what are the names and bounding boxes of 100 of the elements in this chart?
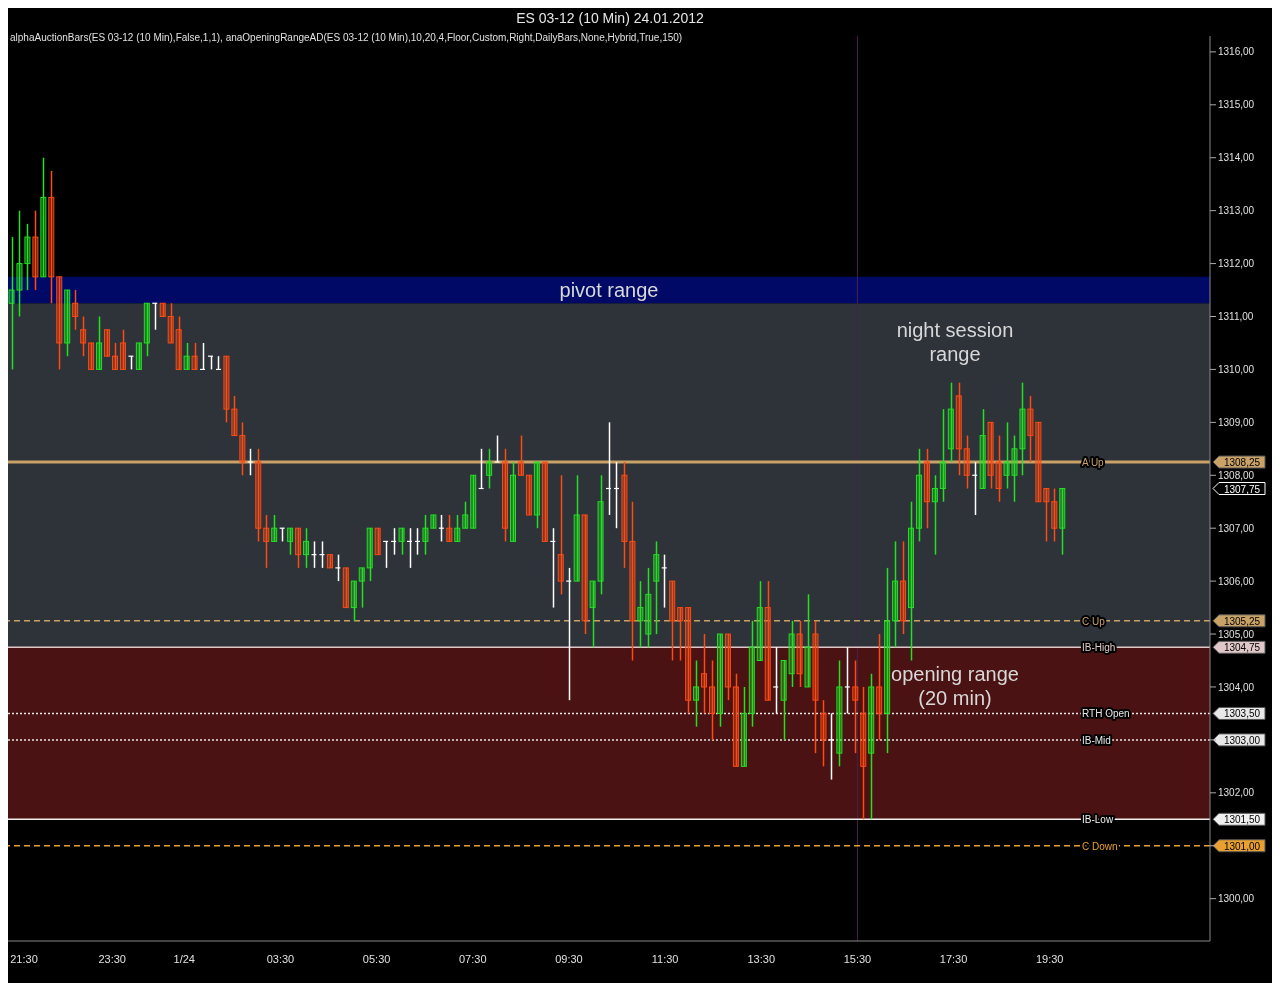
candlestick — [462, 500, 469, 529]
candlestick — [693, 659, 700, 728]
candlestick — [8, 236, 15, 371]
y-tick-label: 1308,00 — [1218, 469, 1255, 481]
candlestick — [374, 527, 381, 556]
candlestick — [892, 540, 899, 649]
candlestick — [661, 553, 668, 609]
x-tick-label: 03:30 — [266, 953, 295, 965]
candlestick — [1035, 421, 1042, 503]
candlestick — [56, 276, 63, 371]
candlestick — [366, 527, 373, 582]
x-tick-label: 15:30 — [843, 953, 872, 965]
candlestick — [589, 580, 596, 649]
candlestick — [1043, 487, 1050, 543]
candlestick — [908, 500, 915, 662]
ref-line-label: IB-Mid — [1082, 734, 1111, 746]
candlestick — [517, 434, 524, 477]
candlestick — [788, 620, 795, 688]
candlestick — [955, 381, 962, 477]
candlestick — [740, 686, 747, 768]
ref-line-label: A Up — [1082, 457, 1105, 469]
candlestick — [772, 646, 779, 715]
band-label: night session range — [896, 319, 1014, 366]
candlestick — [143, 302, 150, 357]
candlestick — [852, 659, 859, 754]
candlestick — [334, 553, 341, 582]
candlestick — [32, 209, 39, 291]
candlestick — [398, 527, 405, 556]
y-tick-label: 1302,00 — [1218, 787, 1255, 799]
y-tick-label: 1311,00 — [1218, 311, 1254, 323]
candlestick — [629, 500, 636, 662]
candlestick — [175, 315, 182, 371]
candlestick — [653, 540, 660, 635]
candlestick — [621, 461, 628, 569]
x-tick-label: 13:30 — [747, 953, 776, 965]
candlestick — [111, 342, 118, 371]
candlestick — [1003, 421, 1010, 490]
candlestick — [533, 461, 540, 529]
candlestick — [597, 474, 604, 596]
candlestick — [923, 448, 930, 529]
candlestick — [900, 540, 907, 635]
candlestick — [677, 606, 684, 662]
candlestick — [876, 633, 883, 741]
candlestick — [796, 620, 803, 688]
candlestick — [446, 514, 453, 543]
x-tick-label: 05:30 — [362, 953, 391, 965]
text: 1307,75 — [1223, 483, 1261, 495]
candlestick — [1051, 487, 1058, 543]
candlestick — [287, 527, 294, 556]
candlestick — [422, 514, 429, 556]
x-tick-label: 23:30 — [98, 953, 126, 965]
annotation: alphaAuctionBars(ES 03-12 (10 Min),False,1,1), anaOpeningRangeAD(ES 03-12 (10 Min),10,20,4,Floor,Custom,Right,DailyBars,None,Hybrid,True,150) — [10, 32, 683, 43]
candlestick — [255, 448, 262, 543]
candlestick — [247, 448, 254, 477]
candlestick — [119, 328, 126, 371]
text: 1303,00 — [1223, 734, 1261, 746]
y-tick-label: 1313,00 — [1218, 205, 1255, 217]
candlestick — [685, 606, 692, 715]
candlestick — [1027, 395, 1034, 463]
candlestick — [573, 474, 580, 582]
y-tick-label: 1316,00 — [1218, 46, 1255, 58]
candlestick — [716, 633, 723, 728]
x-tick-label: 17:30 — [939, 953, 968, 965]
y-tick-label: 1315,00 — [1218, 99, 1255, 111]
text: 1301,50 — [1223, 814, 1261, 826]
text: 1308,25 — [1223, 457, 1261, 469]
candlestick — [454, 514, 461, 543]
candlestick — [88, 342, 95, 371]
candlestick — [183, 342, 190, 371]
candlestick — [1019, 381, 1026, 477]
candlestick — [756, 580, 763, 662]
y-tick-label: 1312,00 — [1218, 258, 1255, 270]
x-tick-label: 07:30 — [459, 953, 487, 965]
x-tick-label: 19:30 — [1035, 953, 1064, 965]
y-tick-label: 1307,00 — [1218, 522, 1255, 534]
candlestick — [1011, 434, 1018, 503]
y-tick-label: 1314,00 — [1218, 152, 1255, 164]
candlestick — [947, 381, 954, 463]
candlestick — [884, 567, 891, 754]
candlestick — [732, 672, 739, 768]
candlestick — [915, 448, 922, 543]
y-tick-label: 1306,00 — [1218, 575, 1255, 587]
candlestick — [995, 434, 1002, 503]
candlestick — [724, 633, 731, 701]
candlestick — [486, 448, 493, 490]
band-label: opening range (20 min) — [891, 663, 1019, 710]
candlestick — [64, 289, 71, 357]
candlestick — [80, 315, 87, 357]
candlestick — [96, 315, 103, 371]
candlestick — [987, 421, 994, 490]
candlestick — [836, 659, 843, 768]
text: 1304,75 — [1223, 642, 1261, 654]
candlestick — [557, 474, 564, 596]
candlestick — [303, 527, 310, 569]
ref-line-label: RTH Open — [1082, 708, 1130, 720]
text: 1305,25 — [1223, 615, 1261, 627]
candlestick — [510, 461, 516, 543]
candlestick — [358, 567, 365, 609]
chart-title: ES 03-12 (10 Min) 24.01.2012 — [515, 10, 705, 26]
candlestick — [669, 580, 676, 662]
